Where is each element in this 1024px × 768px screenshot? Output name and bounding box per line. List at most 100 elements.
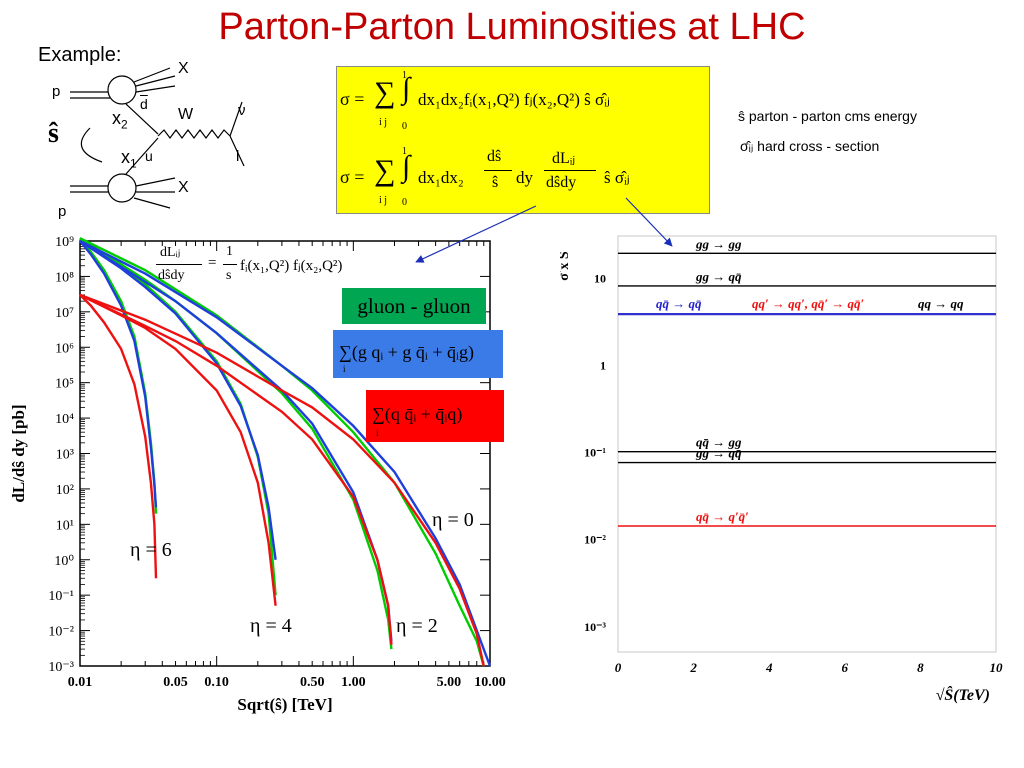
y-tick-label: 10² bbox=[56, 483, 74, 498]
series-line-eta-6 bbox=[79, 240, 158, 508]
formula2-frac1-bar bbox=[484, 170, 512, 171]
x-tick-label: 0 bbox=[615, 660, 622, 675]
proton-bottom-label: p bbox=[58, 203, 67, 220]
example-label: Example: bbox=[38, 44, 122, 66]
plot-frame bbox=[617, 235, 997, 653]
lumi-rhs-den: s bbox=[226, 268, 232, 283]
formula2-frac1-den: ŝ bbox=[492, 174, 499, 191]
legend-quark-antiquark: ∑(q q̄ᵢ + q̄ᵢq) i bbox=[366, 390, 504, 442]
y-tick-label: 10⁵ bbox=[55, 377, 74, 392]
x-tick-label: 8 bbox=[917, 660, 924, 675]
x1-letter: x bbox=[121, 147, 130, 167]
lumi-lhs-bar bbox=[156, 264, 202, 265]
y-tick-label: 10⁻¹ bbox=[584, 446, 606, 460]
label-qq-qq-black: qq → qq bbox=[918, 296, 964, 311]
x-tick-label: 0.05 bbox=[163, 675, 188, 690]
proton-top-label: p bbox=[52, 83, 61, 100]
x-tick-label: 1.00 bbox=[341, 675, 366, 690]
x-tick-label: 0.50 bbox=[300, 675, 325, 690]
label-qqprime-red: qq′ → qq′, qq̄′ → qq̄′ bbox=[752, 296, 864, 311]
x-top-label: X bbox=[178, 60, 189, 77]
series-line-eta-0 bbox=[79, 293, 485, 667]
formula2-frac2-bar bbox=[544, 170, 596, 171]
formula1-body: dx₁dx₂fᵢ(x₁,Q²) fⱼ(x₂,Q²) ŝ σ̂ᵢⱼ bbox=[418, 90, 610, 109]
lumi-lhs-num: dLᵢⱼ bbox=[160, 245, 181, 260]
legend-gq-sub: i bbox=[343, 364, 346, 374]
label-gg-qq: gg → qq̄ bbox=[695, 269, 742, 284]
formula2-mid: dy bbox=[516, 168, 533, 187]
lumi-rhs-bar bbox=[223, 264, 237, 265]
formula2-sum: ∑ bbox=[374, 154, 396, 187]
x-tick-label: 4 bbox=[765, 660, 773, 675]
series-line-eta-0 bbox=[79, 237, 485, 667]
y-tick-label: 10⁹ bbox=[55, 235, 74, 250]
formula2-frac1-num: dŝ bbox=[487, 148, 502, 165]
label-gg-gg: gg → gg bbox=[695, 236, 742, 251]
eta-label: η = 6 bbox=[130, 539, 172, 561]
x-tick-label: 10 bbox=[990, 660, 1004, 675]
nu-label: ν bbox=[238, 102, 246, 119]
y-tick-label: 10⁷ bbox=[55, 306, 74, 321]
lumi-rhs-num: 1 bbox=[226, 244, 233, 259]
formula1-integral: ∫ bbox=[402, 72, 411, 105]
formula2-frac2-den: dŝdy bbox=[546, 174, 577, 191]
x-bottom-label: X bbox=[178, 179, 189, 196]
formula1-int-bot: 0 bbox=[402, 121, 407, 132]
y-tick-label: 10⁴ bbox=[55, 412, 74, 427]
x-tick-label: 0.01 bbox=[68, 675, 93, 690]
series-line-eta-0 bbox=[79, 239, 492, 667]
y-tick-label: 10⁻³ bbox=[584, 620, 606, 634]
y-tick-label: 10⁻³ bbox=[48, 660, 74, 675]
formula2-frac2-num: dLᵢⱼ bbox=[552, 150, 576, 167]
x1-label: x1 bbox=[121, 147, 137, 171]
label-qq-qprime: qq̄ → q′q̄′ bbox=[696, 509, 749, 524]
formula1-sum: ∑ bbox=[374, 76, 396, 109]
lumi-rhs: fᵢ(x₁,Q²) fⱼ(x₂,Q²) bbox=[240, 258, 343, 274]
x2-letter: x bbox=[112, 108, 121, 128]
x-tick-label: 10.00 bbox=[474, 675, 506, 690]
feynman-diagram bbox=[70, 67, 245, 209]
x1-sub: 1 bbox=[130, 156, 137, 171]
x-axis-label: √Ŝ(TeV) bbox=[936, 685, 990, 704]
lumi-eq: = bbox=[208, 255, 217, 271]
x-tick-label: 2 bbox=[689, 660, 697, 675]
x2-label: x2 bbox=[112, 108, 128, 132]
formula2-pre: dx₁dx₂ bbox=[418, 168, 464, 187]
y-axis-label: dL/dŝ dy [pb] bbox=[9, 404, 28, 502]
x-tick-label: 0.10 bbox=[204, 675, 229, 690]
u-label: u bbox=[145, 148, 153, 164]
formula1-int-top: 1 bbox=[402, 70, 407, 81]
eta-label: η = 2 bbox=[396, 615, 438, 637]
legend-gq-text: ∑(g qᵢ + g q̄ᵢ + q̄ᵢg) bbox=[339, 342, 474, 362]
series-line-eta-6 bbox=[79, 294, 158, 579]
lepton-label: l bbox=[236, 148, 240, 165]
y-tick-label: 1 bbox=[600, 359, 606, 373]
formula2-int-top: 1 bbox=[402, 146, 407, 157]
series-line-eta-4 bbox=[79, 240, 277, 560]
note-sigma: σ̂ᵢⱼ hard cross - section bbox=[740, 138, 880, 154]
label-qq-gg: qq̄ → gg bbox=[696, 435, 742, 450]
x2-sub: 2 bbox=[121, 117, 128, 132]
formula1-lhs: σ = bbox=[340, 89, 365, 109]
y-tick-label: 10³ bbox=[56, 448, 74, 463]
y-tick-label: 10⁻¹ bbox=[48, 589, 74, 604]
eta-label: η = 4 bbox=[250, 615, 292, 637]
y-tick-label: 10⁶ bbox=[55, 341, 74, 356]
x-tick-label: 5.00 bbox=[437, 675, 462, 690]
x-tick-label: 6 bbox=[842, 660, 849, 675]
label-gg-qq-2: gg → qq̄ bbox=[695, 446, 742, 461]
formula2-sum-sub: i j bbox=[379, 195, 388, 206]
x-axis-label: Sqrt(ŝ) [TeV] bbox=[237, 695, 332, 714]
y-tick-label: 10¹ bbox=[56, 518, 74, 533]
eta-label: η = 0 bbox=[432, 509, 474, 531]
formula1-sum-sub: i j bbox=[379, 117, 388, 128]
y-axis-label: σ̂ x Ŝ bbox=[560, 251, 572, 281]
luminosity-chart: 10⁹10⁸10⁷10⁶10⁵10⁴10³10²10¹10⁰10⁻¹10⁻²10… bbox=[9, 235, 506, 714]
formula2-int-bot: 0 bbox=[402, 197, 407, 208]
y-tick-label: 10⁻² bbox=[48, 625, 74, 640]
label-qq-qq-blue: qq̄ → qq̄ bbox=[656, 296, 702, 311]
legend-qq-sub: i bbox=[376, 428, 379, 438]
y-tick-label: 10⁻² bbox=[584, 533, 606, 547]
formula-box bbox=[336, 66, 710, 214]
